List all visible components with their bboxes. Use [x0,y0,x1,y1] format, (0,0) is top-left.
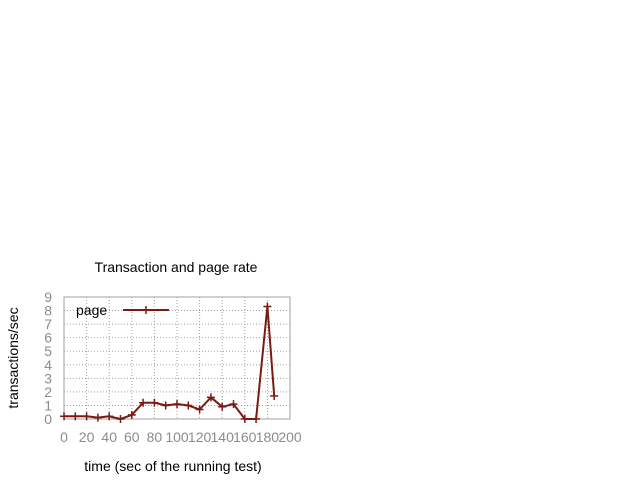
y-tick-label: 0 [44,411,52,427]
x-axis-label: time (sec of the running test) [84,458,261,474]
data-point [93,413,102,422]
chart-title: Transaction and page rate [95,259,258,275]
data-point [218,402,227,411]
x-tick-label: 100 [165,429,189,445]
y-tick-label: 9 [44,289,52,305]
data-point [240,415,249,423]
data-point [82,412,91,421]
y-tick-label: 7 [44,316,52,332]
x-tick-label: 140 [211,429,235,445]
data-point [173,400,181,409]
y-tick-label: 4 [44,357,52,373]
data-point [270,391,279,400]
x-tick-label: 0 [60,429,68,445]
x-tick-label: 40 [101,429,117,445]
series-line-page [64,305,276,420]
data-point [150,398,159,407]
x-tick-label: 160 [233,429,257,445]
x-tick-label: 200 [278,429,302,445]
data-point [252,415,261,423]
x-tick-label: 60 [124,429,140,445]
legend-marker-page [142,306,150,314]
y-tick-label: 2 [44,384,52,400]
x-axis-ticks: 0 20 40 60 80 100 120 140 160 180 200 [60,429,302,445]
y-tick-label: 8 [44,303,52,319]
x-tick-label: 120 [188,429,212,445]
data-point [105,412,114,421]
y-tick-label: 3 [44,370,52,386]
grid [64,297,290,419]
y-tick-label: 5 [44,343,52,359]
data-point [116,415,125,423]
data-point [206,393,215,402]
x-tick-label: 80 [147,429,163,445]
data-point [60,412,68,421]
data-point [184,401,193,410]
y-tick-label: 6 [44,330,52,346]
y-tick-label: 1 [44,397,52,413]
data-point [195,405,204,414]
legend-marker-plus [142,306,150,314]
data-point [263,302,272,311]
legend-label-page: page [76,302,107,318]
data-point [139,398,148,407]
x-tick-label: 20 [79,429,95,445]
y-axis-label: transactions/sec [5,307,21,408]
legend: page [76,302,169,318]
series-layer [60,302,279,423]
data-point [71,412,80,421]
x-tick-label: 180 [256,429,280,445]
plot-frame [63,296,291,420]
data-point [127,410,136,419]
data-point [161,401,170,410]
data-point [229,400,238,409]
